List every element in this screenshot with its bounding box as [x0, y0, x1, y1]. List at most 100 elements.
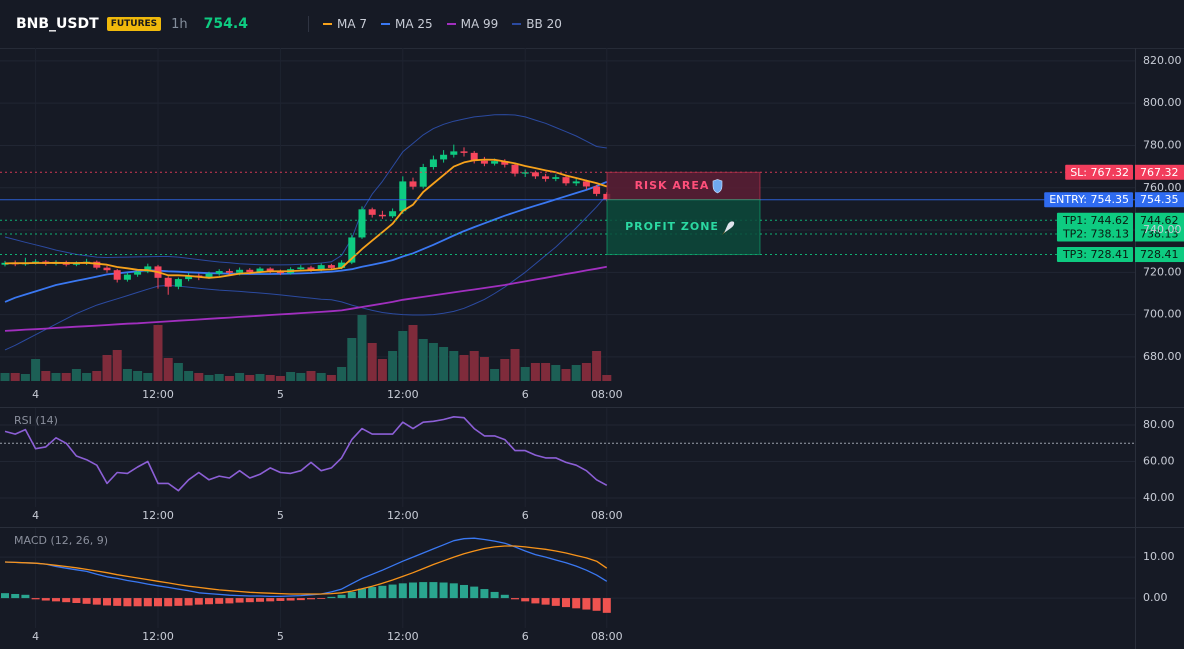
histogram-bar — [490, 591, 499, 599]
y-tick-label: 0.00 — [1143, 591, 1168, 604]
histogram-bar — [286, 598, 295, 601]
y-tick-label: 800.00 — [1143, 96, 1182, 109]
axis-price-tag — [1135, 212, 1184, 228]
volume-bar — [357, 315, 367, 381]
level-tag — [1056, 247, 1133, 263]
zone-label: PROFIT ZONE — [625, 220, 719, 233]
candle-body — [174, 279, 182, 287]
volume-bar — [296, 373, 306, 381]
x-tick-label: 12:00 — [142, 388, 174, 401]
histogram-bar — [174, 598, 183, 606]
candle-body — [470, 152, 478, 161]
legend-label: MA 7 — [336, 17, 367, 31]
histogram-bar — [531, 598, 540, 604]
legend-item[interactable]: MA 25 — [380, 17, 433, 31]
ma-line — [4, 158, 608, 279]
x-tick-label: 08:00 — [591, 630, 623, 643]
volume-bar — [235, 373, 245, 381]
candle-body — [113, 270, 121, 280]
candle-body — [409, 181, 417, 187]
axis-price-label: 738.13 — [1140, 227, 1179, 240]
histogram-bar — [194, 598, 203, 605]
candle-body — [256, 268, 264, 273]
candle-body — [164, 277, 172, 287]
volume-bar — [255, 374, 265, 381]
volume-bar — [561, 369, 571, 381]
x-tick-label: 4 — [32, 630, 39, 643]
level-tag-label: TP3: 728.41 — [1062, 248, 1129, 261]
zone-label: RISK AREA — [635, 179, 710, 192]
histogram-bar — [602, 598, 611, 613]
x-tick-label: 6 — [522, 630, 529, 643]
legend-item[interactable]: MA 7 — [322, 17, 367, 31]
interval[interactable]: 1h — [171, 16, 188, 32]
volume-bar — [61, 373, 71, 381]
level-tag-label: TP2: 738.13 — [1062, 227, 1129, 240]
ma-line — [4, 265, 607, 332]
pane-title: RSI (14) — [14, 414, 58, 427]
histogram-bar — [245, 598, 254, 603]
volume-bar — [530, 363, 540, 381]
histogram-bar — [72, 598, 81, 603]
volume-bar — [82, 373, 92, 381]
histogram-bar — [266, 598, 275, 602]
x-tick-label: 5 — [277, 630, 284, 643]
level-tag — [1056, 226, 1133, 242]
candle-body — [460, 151, 468, 153]
volume-bar — [194, 373, 204, 381]
volume-bar — [459, 355, 469, 381]
axis-price-tag — [1135, 192, 1184, 208]
histogram-bar — [480, 589, 489, 599]
histogram-bar — [184, 598, 193, 606]
ma-line — [4, 180, 608, 303]
x-tick-label: 12:00 — [142, 509, 174, 522]
symbol[interactable]: BNB_USDT — [16, 16, 99, 32]
bb-lower — [4, 194, 608, 351]
histogram-bar — [551, 598, 560, 606]
volume-bar — [571, 365, 581, 381]
zone — [606, 171, 761, 201]
x-tick-label: 12:00 — [387, 509, 419, 522]
axis-price-label: 744.62 — [1140, 214, 1179, 227]
volume-bar — [337, 367, 347, 381]
x-tick-label: 5 — [277, 388, 284, 401]
level-tag — [1065, 164, 1133, 180]
histogram-bar — [368, 587, 377, 599]
volume-bar — [449, 351, 459, 381]
candle-body — [378, 214, 386, 217]
volume-bar — [581, 363, 591, 381]
histogram-bar — [205, 598, 213, 605]
y-tick-label: 80.00 — [1143, 418, 1175, 431]
volume-bar — [592, 351, 602, 381]
header: BNB_USDT FUTURES 1h 754.4 MA 7 MA 25 MA … — [0, 0, 1184, 48]
legend-item[interactable]: MA 99 — [446, 17, 498, 31]
legend-label: MA 25 — [394, 17, 433, 31]
candle-body — [103, 267, 111, 271]
x-tick-label: 4 — [32, 388, 39, 401]
histogram-bar — [92, 598, 101, 605]
y-tick-label: 60.00 — [1143, 455, 1175, 468]
volume-bar — [41, 371, 51, 381]
histogram-bar — [225, 598, 234, 604]
y-tick-label: 720.00 — [1143, 265, 1182, 278]
candle-body — [501, 161, 509, 165]
volume-bar — [367, 343, 377, 381]
candle-body — [542, 176, 550, 179]
axis-price-tag — [1135, 164, 1184, 180]
x-tick-label: 08:00 — [591, 388, 623, 401]
histogram-bar — [41, 598, 50, 601]
x-tick-label: 6 — [522, 388, 529, 401]
y-tick-label: 10.00 — [1143, 550, 1175, 563]
volume-bar — [347, 338, 357, 381]
candle-body — [236, 269, 244, 273]
legend-swatch — [512, 23, 522, 25]
y-tick-label: 680.00 — [1143, 350, 1182, 363]
histogram-bar — [103, 598, 111, 606]
rsi-line — [4, 416, 608, 492]
volume-bar — [520, 367, 530, 381]
volume-bar — [541, 363, 551, 381]
volume-bar — [163, 358, 173, 381]
legend-item[interactable]: BB 20 — [512, 17, 562, 31]
candle-body — [123, 274, 131, 280]
volume-bar — [326, 375, 336, 381]
